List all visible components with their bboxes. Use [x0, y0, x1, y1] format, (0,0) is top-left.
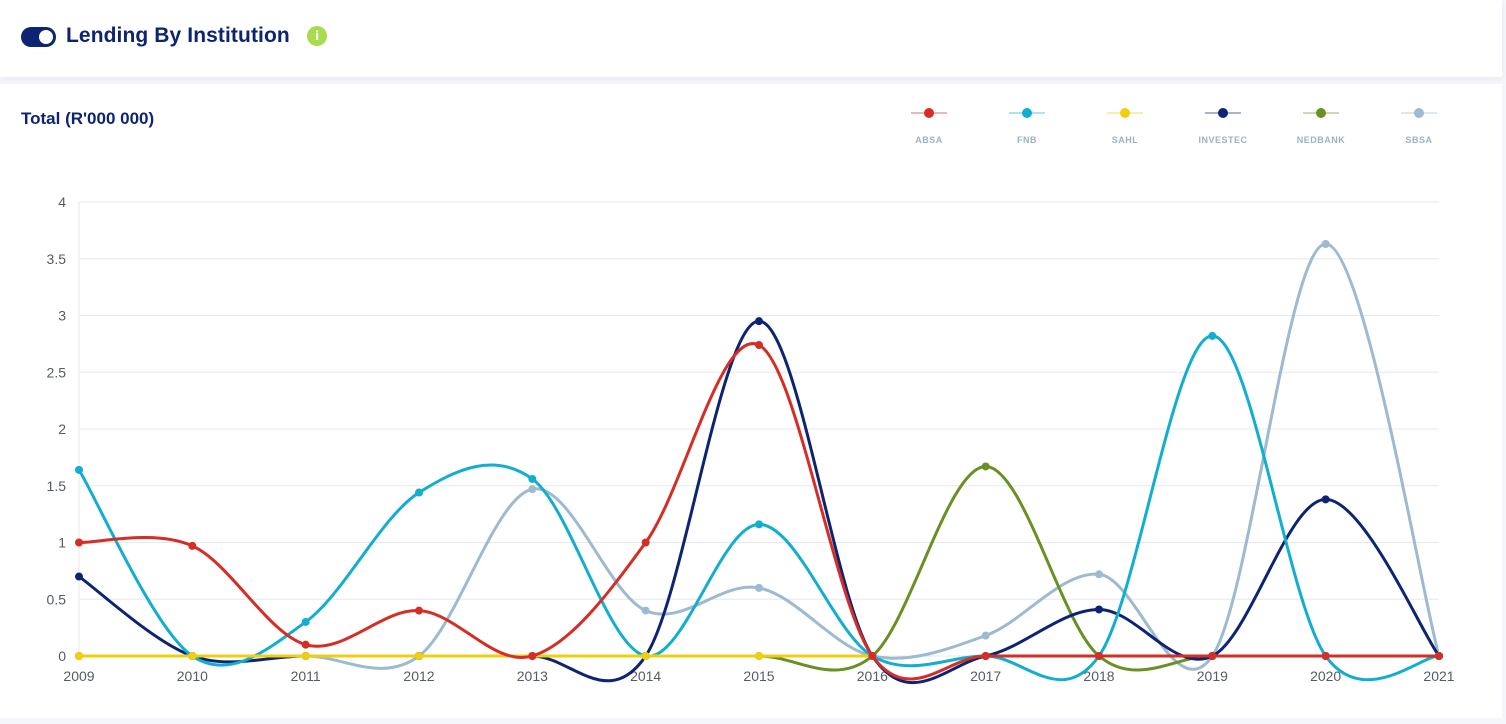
legend-marker [924, 108, 934, 118]
legend-label: FNB [1017, 135, 1037, 145]
data-point-fnb[interactable] [75, 465, 83, 474]
data-point-sbsa[interactable] [981, 631, 990, 640]
data-point-investec[interactable] [1321, 495, 1330, 504]
legend: ABSA FNB SAHL INVESTEC NEDBANK SBSA [911, 108, 1437, 145]
x-tick-label: 2010 [177, 668, 208, 684]
data-point-absa[interactable] [1208, 652, 1217, 660]
y-tick-label: 1 [58, 535, 66, 551]
data-point-investec[interactable] [755, 317, 763, 326]
info-icon[interactable]: i [307, 26, 327, 46]
x-tick-label: 2015 [743, 668, 774, 684]
chart-title: Total (R'000 000) [21, 109, 155, 128]
data-point-absa[interactable] [641, 538, 650, 547]
toggle-knob [39, 30, 53, 44]
series-line-fnb [77, 334, 1441, 682]
x-tick-label: 2012 [403, 668, 434, 684]
x-tick-label: 2016 [857, 668, 888, 684]
legend-item-fnb[interactable]: FNB [1009, 108, 1045, 145]
data-point-sahl[interactable] [188, 652, 197, 660]
y-tick-label: 0 [58, 648, 66, 664]
data-point-absa[interactable] [188, 541, 197, 550]
data-point-sbsa[interactable] [528, 485, 537, 494]
legend-marker [1414, 108, 1424, 118]
y-tick-label: 1.5 [47, 478, 67, 494]
y-tick-label: 4 [58, 194, 66, 210]
data-point-sahl[interactable] [755, 652, 763, 660]
x-tick-label: 2014 [630, 668, 661, 684]
data-point-sahl[interactable] [641, 652, 650, 660]
series-lines [75, 239, 1443, 685]
data-point-absa[interactable] [755, 341, 763, 350]
legend-label: SAHL [1112, 135, 1139, 145]
y-tick-label: 3.5 [47, 251, 67, 267]
data-point-fnb[interactable] [1208, 331, 1217, 340]
data-point-absa[interactable] [981, 652, 990, 660]
data-point-sahl[interactable] [415, 652, 423, 660]
data-point-fnb[interactable] [415, 488, 423, 497]
data-point-investec[interactable] [75, 572, 83, 581]
data-point-fnb[interactable] [755, 520, 763, 529]
x-tick-label: 2011 [291, 668, 321, 684]
legend-label: INVESTEC [1198, 135, 1247, 145]
legend-label: NEDBANK [1297, 135, 1346, 145]
data-point-sbsa[interactable] [755, 583, 763, 592]
series-line-investec [77, 319, 1441, 685]
view-toggle[interactable] [21, 27, 56, 47]
x-tick-label: 2021 [1423, 668, 1454, 684]
legend-item-sahl[interactable]: SAHL [1107, 108, 1143, 145]
data-point-absa[interactable] [1321, 652, 1330, 660]
series-sbsa [75, 239, 1443, 671]
series-line-sbsa [77, 242, 1441, 671]
legend-item-nedbank[interactable]: NEDBANK [1297, 108, 1346, 145]
data-point-sahl[interactable] [75, 652, 83, 660]
legend-marker [1218, 108, 1228, 118]
legend-marker [1120, 108, 1130, 118]
data-point-sahl[interactable] [301, 652, 310, 660]
chart-panel: Total (R'000 000) 0 0.5 1 1.5 2 2.5 3 3.5 4 2009 2… [0, 84, 1502, 718]
data-point-fnb[interactable] [528, 474, 537, 483]
line-chart: 0 0.5 1 1.5 2 2.5 3 3.5 4 2009 2010 2011 2012 2013 201… [47, 108, 1455, 685]
x-tick-label: 2020 [1310, 668, 1341, 684]
series-absa [75, 341, 1443, 681]
legend-marker [1316, 108, 1326, 118]
data-point-absa[interactable] [301, 640, 310, 649]
data-point-sbsa[interactable] [1095, 570, 1103, 579]
data-point-sbsa[interactable] [641, 606, 650, 615]
series-line-absa [77, 342, 1441, 681]
legend-item-absa[interactable]: ABSA [911, 108, 947, 145]
data-point-absa[interactable] [1095, 652, 1103, 660]
page-title: Lending By Institution [66, 24, 290, 47]
data-point-sbsa[interactable] [1321, 239, 1330, 248]
legend-label: ABSA [915, 135, 943, 145]
y-tick-label: 2.5 [47, 364, 67, 380]
data-point-fnb[interactable] [301, 617, 310, 626]
x-tick-label: 2019 [1197, 668, 1228, 684]
legend-item-investec[interactable]: INVESTEC [1198, 108, 1247, 145]
y-tick-label: 3 [58, 308, 66, 324]
x-tick-label: 2013 [517, 668, 548, 684]
legend-label: SBSA [1405, 135, 1432, 145]
data-point-investec[interactable] [1095, 605, 1103, 614]
x-tick-label: 2017 [970, 668, 1001, 684]
y-tick-label: 0.5 [47, 591, 67, 607]
x-tick-label: 2018 [1083, 668, 1114, 684]
x-tick-label: 2009 [63, 668, 94, 684]
legend-marker [1022, 108, 1032, 118]
data-point-absa[interactable] [528, 652, 537, 660]
data-point-absa[interactable] [415, 606, 423, 615]
y-tick-label: 2 [58, 421, 66, 437]
data-point-nedbank[interactable] [981, 462, 990, 471]
header-bar: Lending By Institution i [0, 0, 1502, 77]
axis-labels: 0 0.5 1 1.5 2 2.5 3 3.5 4 2009 2010 2011 2012 2013 201… [47, 194, 1455, 684]
legend-item-sbsa[interactable]: SBSA [1401, 108, 1437, 145]
data-point-absa[interactable] [1435, 652, 1443, 660]
data-point-absa[interactable] [75, 538, 83, 547]
data-point-absa[interactable] [868, 652, 877, 660]
